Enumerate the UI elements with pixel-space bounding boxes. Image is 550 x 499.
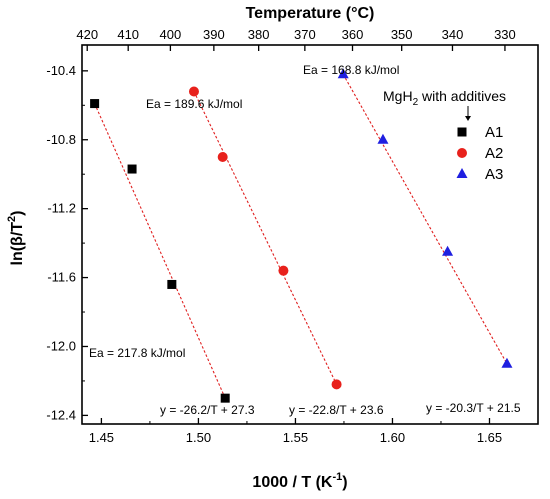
top-axis-ticks: 420 410 400 390 380 370 360 350 340 330 — [76, 27, 516, 51]
legend-marker-a1 — [457, 127, 467, 137]
y-tick-label: -10.4 — [46, 63, 76, 78]
activation-energy-a1: Ea = 217.8 kJ/mol — [89, 346, 185, 360]
top-tick-label: 360 — [342, 27, 364, 42]
legend-label-a1: A1 — [485, 124, 503, 141]
data-point-a2 — [278, 265, 289, 276]
top-tick-label: 420 — [76, 27, 98, 42]
legend: MgH2 with additives A1 A2 A3 — [383, 88, 506, 183]
fit-line-a3 — [342, 74, 508, 364]
data-point-a3 — [337, 68, 349, 79]
top-tick-label: 350 — [391, 27, 413, 42]
fit-equation-a2: y = -22.8/T + 23.6 — [289, 403, 384, 417]
top-tick-label: 380 — [248, 27, 270, 42]
data-point-a2 — [217, 151, 228, 162]
top-tick-label: 330 — [494, 27, 516, 42]
x-axis-title: 1000 / T (K-1) — [252, 471, 347, 491]
data-point-a3 — [377, 133, 389, 144]
x-tick-label: 1.55 — [283, 430, 308, 445]
data-markers — [90, 68, 513, 403]
top-tick-label: 400 — [160, 27, 182, 42]
top-tick-label: 390 — [203, 27, 225, 42]
x-tick-label: 1.60 — [380, 430, 405, 445]
plot-area-border — [81, 44, 539, 425]
left-axis-ticks: -10.4 -10.8 -11.2 -11.6 -12.0 -12.4 — [46, 63, 88, 422]
y-tick-label: -12.4 — [46, 407, 76, 422]
data-point-a1 — [90, 99, 100, 109]
y-tick-label: -11.2 — [47, 201, 76, 216]
legend-title: MgH2 with additives — [383, 88, 506, 108]
legend-label-a3: A3 — [485, 166, 503, 183]
data-point-a3 — [501, 357, 513, 368]
data-point-a1 — [167, 279, 177, 289]
x-tick-label: 1.50 — [186, 430, 211, 445]
fit-lines — [94, 74, 508, 399]
bottom-axis-ticks: 1.45 1.50 1.55 1.60 1.65 — [89, 418, 502, 445]
data-point-a2 — [331, 379, 342, 390]
activation-energy-a2: Ea = 189.6 kJ/mol — [146, 97, 242, 111]
fit-line-a2 — [193, 91, 338, 385]
plot-frame — [81, 44, 539, 425]
y-axis-title: ln(β/T2) — [6, 211, 26, 266]
legend-marker-a2 — [457, 148, 467, 158]
top-tick-label: 410 — [117, 27, 139, 42]
data-point-a2 — [188, 86, 199, 97]
x-tick-label: 1.65 — [477, 430, 502, 445]
legend-marker-a3 — [456, 168, 468, 178]
top-tick-label: 370 — [294, 27, 316, 42]
x-tick-label: 1.45 — [89, 430, 114, 445]
data-point-a1 — [220, 393, 230, 403]
data-point-a3 — [442, 245, 454, 256]
legend-arrow-head — [465, 116, 471, 121]
data-point-a1 — [127, 164, 137, 174]
activation-energy-a3: Ea = 168.8 kJ/mol — [303, 63, 399, 77]
fit-equation-a1: y = -26.2/T + 27.3 — [160, 403, 255, 417]
legend-label-a2: A2 — [485, 145, 503, 162]
top-tick-label: 340 — [442, 27, 464, 42]
y-tick-label: -12.0 — [46, 338, 76, 353]
fit-equation-a3: y = -20.3/T + 21.5 — [426, 401, 521, 415]
top-axis-title: Temperature (°C) — [246, 5, 375, 22]
y-tick-label: -11.6 — [47, 270, 76, 285]
annotations: y = -26.2/T + 27.3 Ea = 217.8 kJ/mol y = -… — [89, 63, 521, 417]
y-tick-label: -10.8 — [46, 132, 76, 147]
